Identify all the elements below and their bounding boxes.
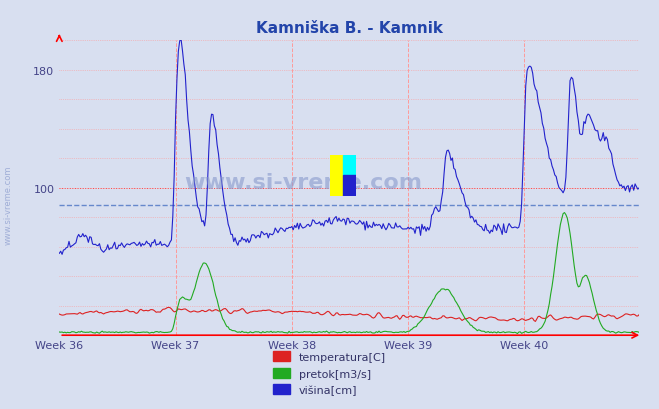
Bar [343, 176, 356, 196]
Title: Kamniška B. - Kamnik: Kamniška B. - Kamnik [256, 20, 443, 36]
Bar [343, 155, 356, 176]
Text: www.si-vreme.com: www.si-vreme.com [184, 172, 422, 192]
Legend: temperatura[C], pretok[m3/s], višina[cm]: temperatura[C], pretok[m3/s], višina[cm] [269, 347, 390, 399]
Text: www.si-vreme.com: www.si-vreme.com [3, 165, 13, 244]
Bar [330, 155, 343, 196]
